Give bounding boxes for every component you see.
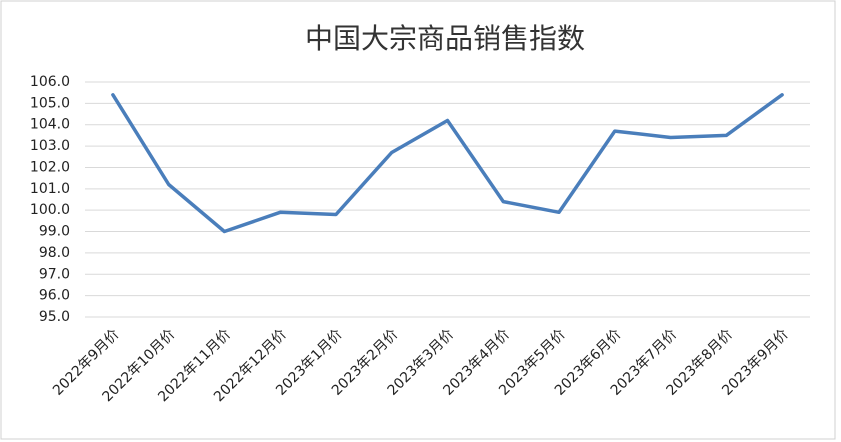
chart-title: 中国大宗商品销售指数 xyxy=(305,22,585,55)
y-tick-label: 105.0 xyxy=(30,95,70,111)
y-tick-label: 102.0 xyxy=(30,159,70,175)
y-tick-label: 96.0 xyxy=(39,288,70,304)
y-tick-label: 95.0 xyxy=(39,309,70,325)
y-tick-label: 99.0 xyxy=(39,224,70,240)
y-tick-label: 98.0 xyxy=(39,245,70,261)
y-tick-label: 104.0 xyxy=(30,117,70,133)
y-tick-label: 103.0 xyxy=(30,138,70,154)
data-line xyxy=(111,93,784,234)
y-tick-label: 100.0 xyxy=(30,202,70,218)
y-tick-label: 97.0 xyxy=(39,266,70,282)
y-tick-label: 106.0 xyxy=(30,74,70,90)
y-tick-label: 101.0 xyxy=(30,181,70,197)
